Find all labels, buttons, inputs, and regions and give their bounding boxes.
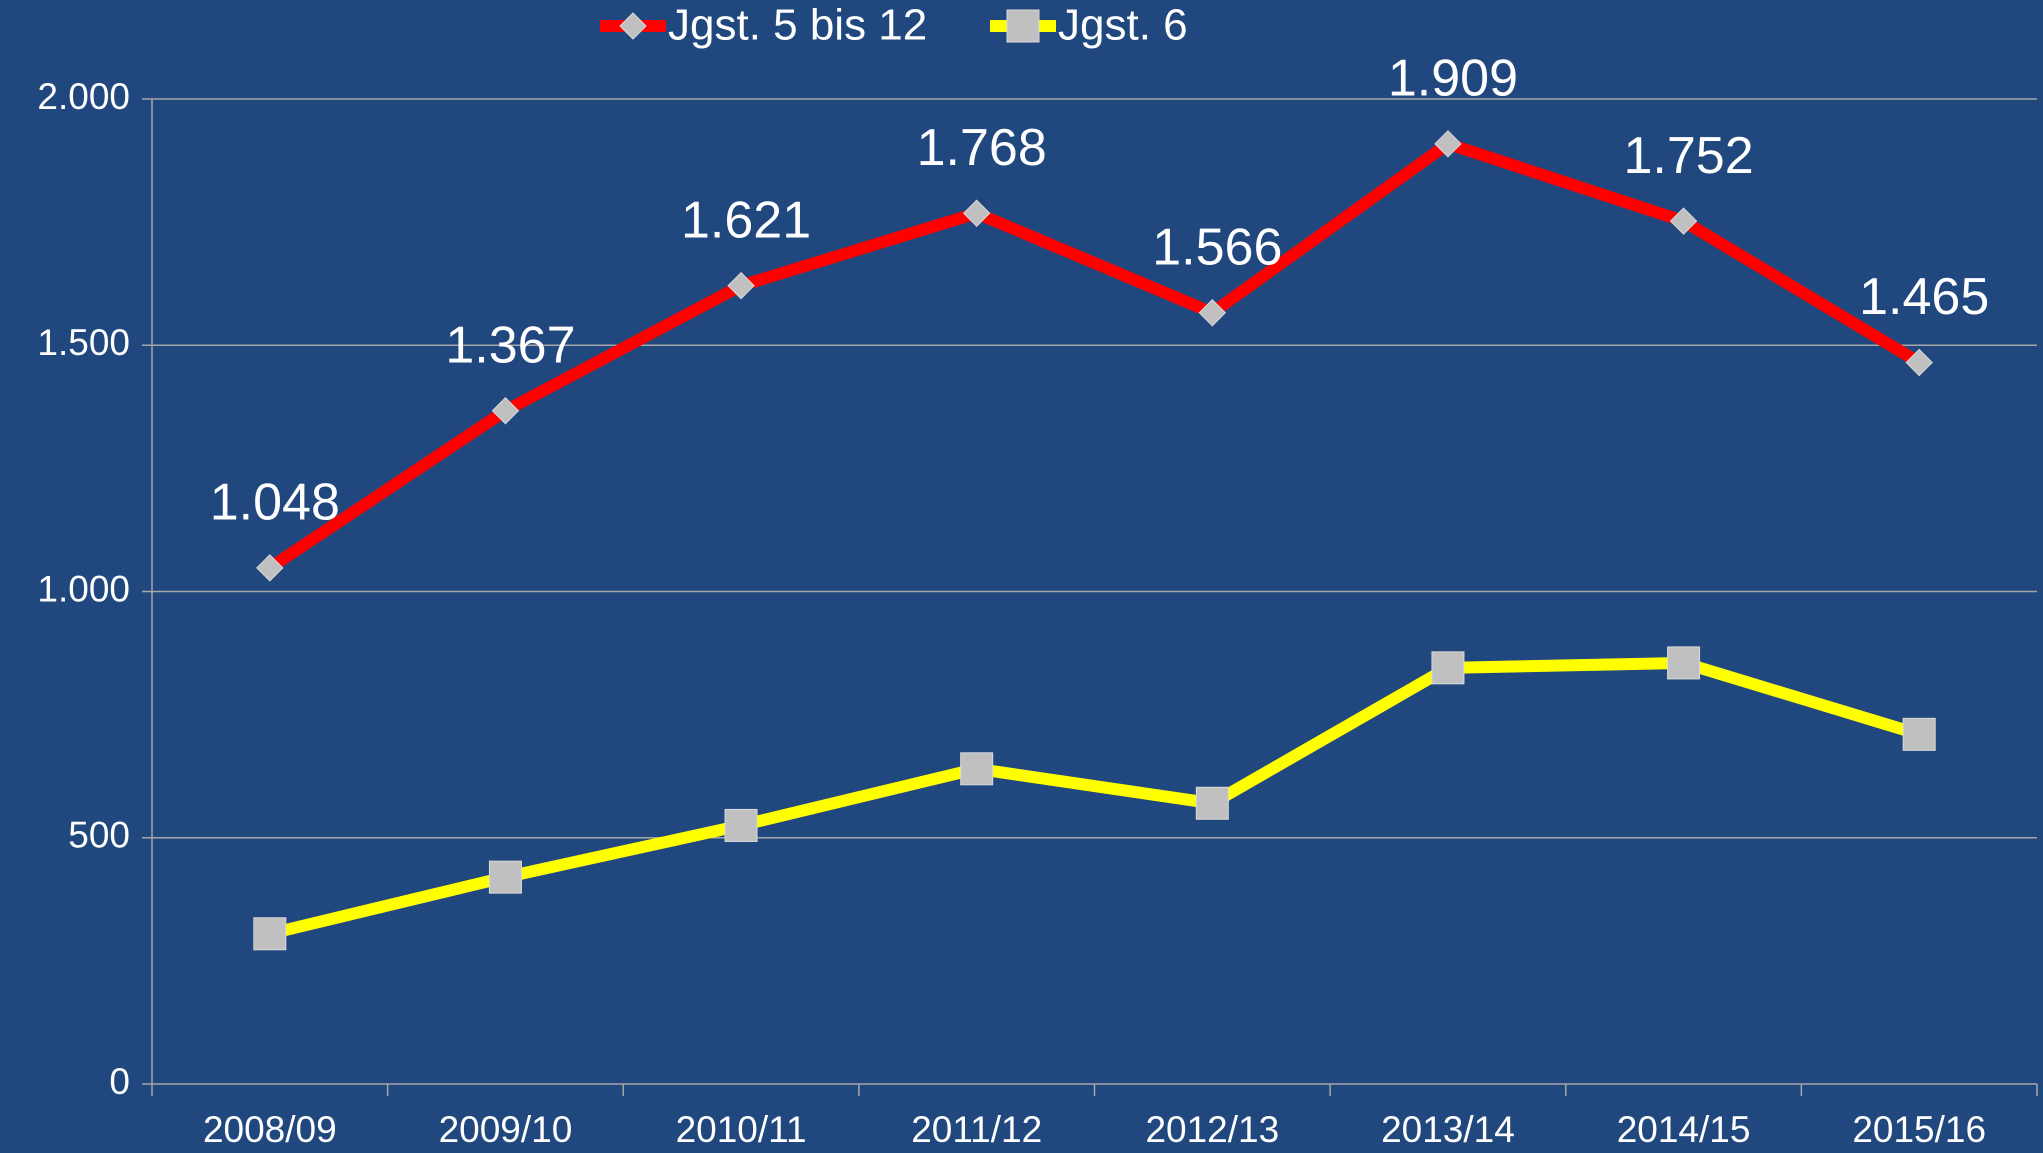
y-tick-label: 500	[68, 815, 130, 856]
x-tick-label: 2012/13	[1145, 1109, 1279, 1150]
x-tick-label: 2015/16	[1852, 1109, 1986, 1150]
x-tick-label: 2011/12	[911, 1109, 1042, 1150]
data-point	[1431, 651, 1465, 685]
data-point	[727, 271, 755, 300]
data-point	[962, 199, 991, 227]
data-label: 1.465	[1859, 268, 1989, 326]
data-label: 1.909	[1388, 50, 1518, 108]
y-tick-label: 1.000	[37, 568, 130, 609]
data-point	[724, 808, 758, 842]
legend-marker	[1006, 9, 1040, 43]
data-point	[1669, 207, 1698, 235]
x-tick-label: 2010/11	[676, 1109, 807, 1150]
legend-marker	[619, 12, 647, 40]
y-tick-label: 0	[109, 1061, 130, 1102]
data-label: 1.367	[445, 316, 575, 374]
series-line	[266, 137, 1923, 573]
y-tick-label: 2.000	[37, 76, 130, 117]
data-label: 1.048	[210, 474, 340, 532]
data-point	[253, 917, 287, 951]
x-tick-label: 2013/14	[1381, 1109, 1515, 1150]
data-point	[488, 860, 522, 894]
data-label: 1.566	[1152, 218, 1282, 276]
x-tick-label: 2014/15	[1617, 1109, 1751, 1150]
data-point	[491, 397, 520, 425]
y-tick-label: 1.500	[37, 322, 130, 363]
data-label: 1.752	[1623, 127, 1753, 185]
data-point	[1905, 348, 1933, 377]
legend-label: Jgst. 5 bis 12	[668, 1, 927, 50]
series-line	[268, 656, 1921, 940]
data-label: 1.621	[681, 191, 811, 249]
data-point	[256, 554, 284, 582]
data-label: 1.768	[917, 119, 1047, 177]
x-tick-label: 2009/10	[439, 1109, 573, 1150]
legend-label: Jgst. 6	[1058, 1, 1188, 50]
data-point	[1198, 299, 1227, 327]
data-point	[1434, 130, 1462, 158]
data-point	[1902, 717, 1936, 751]
data-point	[960, 752, 994, 786]
x-tick-label: 2008/09	[203, 1109, 337, 1150]
data-point	[1195, 786, 1229, 820]
data-point	[1667, 646, 1701, 680]
